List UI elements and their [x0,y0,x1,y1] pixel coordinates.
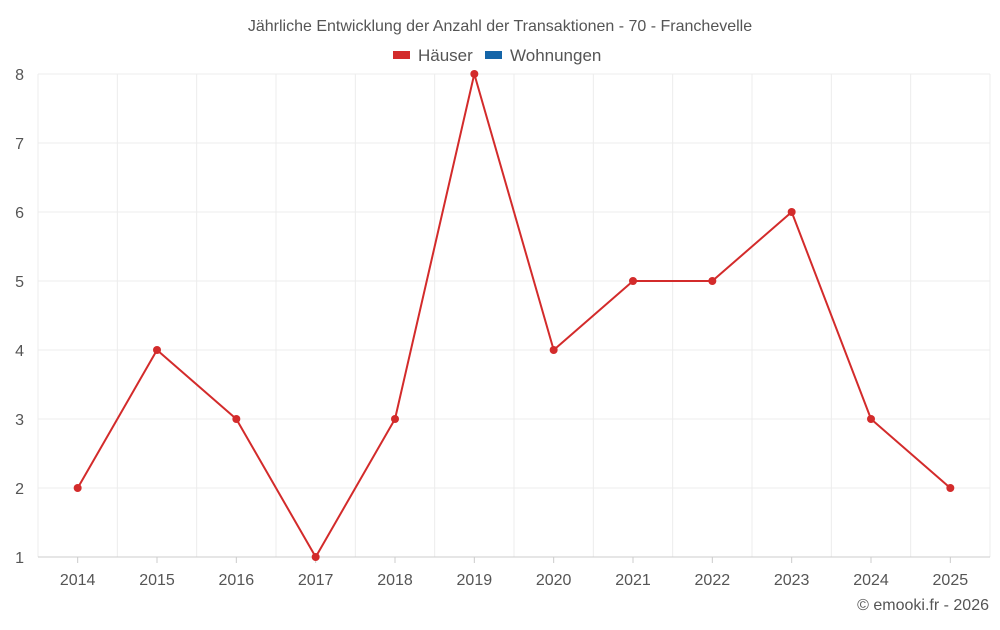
legend-swatch-wohnungen [485,51,502,59]
legend-item-haeuser[interactable]: Häuser [393,46,473,65]
data-point[interactable] [946,484,955,492]
y-tick-label: 4 [15,343,24,360]
y-tick-label: 3 [15,412,24,429]
x-tick-label: 2023 [774,572,810,589]
data-point[interactable] [311,553,320,561]
x-tick-label: 2025 [933,572,969,589]
data-point[interactable] [153,346,161,354]
series-line-0 [76,73,951,558]
y-tick-label: 8 [15,67,24,84]
x-tick-label: 2018 [377,572,413,589]
grid-lines [37,73,991,558]
x-tick-label: 2017 [298,572,334,589]
y-tick-label: 2 [15,481,24,498]
y-tick-label: 1 [15,550,24,567]
data-point[interactable] [867,415,875,423]
data-point[interactable] [787,208,796,216]
y-tick-label: 7 [15,136,24,153]
data-point[interactable] [629,277,637,285]
legend-label-haeuser: Häuser [418,46,473,65]
legend-label-wohnungen: Wohnungen [510,46,601,65]
data-point[interactable] [73,484,82,492]
data-point[interactable] [391,415,399,423]
chart-title: Jährliche Entwicklung der Anzahl der Tra… [248,18,752,35]
data-point[interactable] [232,415,241,423]
x-tick-label: 2015 [139,572,175,589]
series-layer [73,70,955,561]
legend: Häuser Wohnungen [393,46,601,65]
data-point[interactable] [470,70,479,78]
y-axis-ticks: 1 2 3 4 5 6 7 8 [15,67,24,567]
y-tick-label: 6 [15,205,24,222]
x-tick-label: 2019 [457,572,493,589]
x-tick-label: 2014 [60,572,96,589]
x-tick-label: 2024 [853,572,889,589]
x-tick-label: 2022 [695,572,731,589]
credit-text: © emooki.fr - 2026 [857,597,989,614]
legend-swatch-haeuser [393,51,410,59]
x-axis-ticks: 2014 2015 2016 2017 2018 2019 2020 2021 2022 2023… [60,557,968,589]
x-tick-label: 2016 [219,572,255,589]
x-tick-label: 2021 [615,572,651,589]
data-point[interactable] [549,346,558,354]
legend-item-wohnungen[interactable]: Wohnungen [485,46,601,65]
y-tick-label: 5 [15,274,24,291]
data-point[interactable] [708,277,717,285]
x-tick-label: 2020 [536,572,572,589]
